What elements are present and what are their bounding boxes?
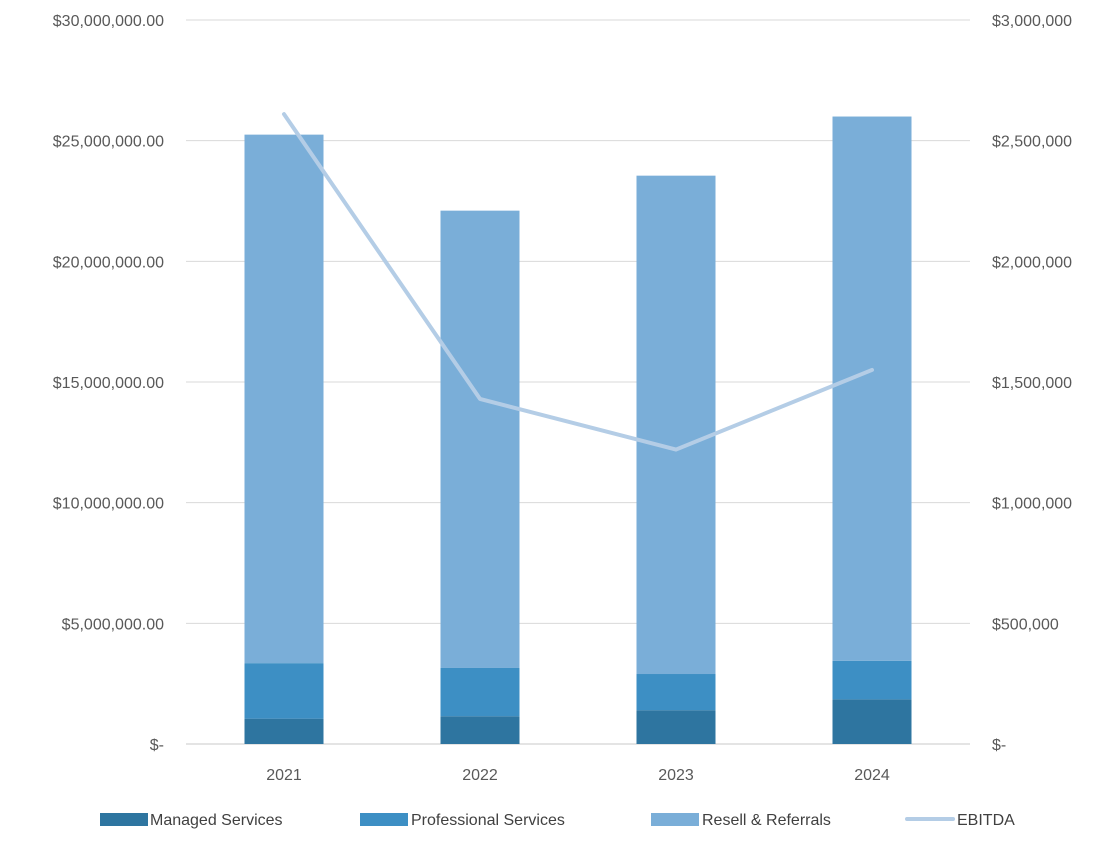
bar-resell-referrals-2023 [636,175,716,675]
right-axis-tick-label: $1,500,000 [992,375,1072,392]
bar-resell-referrals-2022 [440,210,520,668]
left-axis-tick-labels: $- $5,000,000.00 $10,000,000.00 $15,000,000… [53,13,164,754]
bar-resell-referrals-2024 [832,116,912,661]
legend-label-professional-services: Professional Services [411,812,565,829]
legend-label-ebitda: EBITDA [957,812,1015,829]
x-axis-tick-label: 2021 [266,767,302,784]
x-axis-tick-labels: 2021 2022 2023 2024 [266,767,890,784]
bar-managed-services-2023 [636,710,716,744]
right-axis-tick-label: $- [992,737,1006,754]
legend-swatch-managed-services [100,813,148,826]
left-axis-tick-label: $10,000,000.00 [53,496,164,513]
bar-managed-services-2021 [244,718,324,744]
right-axis-tick-label: $2,500,000 [992,134,1072,151]
x-axis-tick-label: 2024 [854,767,890,784]
bar-professional-services-2022 [440,667,520,717]
bar-managed-services-2022 [440,716,520,744]
line-ebitda [282,112,874,452]
bar-professional-services-2023 [636,674,716,711]
legend-swatch-professional-services [360,813,408,826]
right-axis-tick-label: $3,000,000 [992,13,1072,30]
bar-resell-referrals-2021 [244,134,324,664]
bar-managed-services-2024 [832,699,912,744]
left-axis-tick-label: $15,000,000.00 [53,375,164,392]
right-axis-tick-label: $1,000,000 [992,496,1072,513]
bar-professional-services-2021 [244,663,324,719]
legend: Managed Services Professional Services Res… [100,812,1015,829]
ebitda-line-layer [282,112,874,452]
left-axis-tick-label: $30,000,000.00 [53,13,164,30]
left-axis-tick-label: $25,000,000.00 [53,134,164,151]
right-axis-tick-labels: $- $500,000 $1,000,000 $1,500,000 $2,000,000… [992,13,1072,754]
right-axis-tick-label: $2,000,000 [992,254,1072,271]
legend-label-managed-services: Managed Services [150,812,283,829]
x-axis-tick-label: 2022 [462,767,498,784]
bar-professional-services-2024 [832,660,912,700]
legend-label-resell-referrals: Resell & Referrals [702,812,831,829]
left-axis-tick-label: $20,000,000.00 [53,254,164,271]
bars [244,116,912,744]
x-axis-tick-label: 2023 [658,767,694,784]
left-axis-tick-label: $- [150,737,164,754]
legend-swatch-resell-referrals [651,813,699,826]
right-axis-tick-label: $500,000 [992,616,1059,633]
left-axis-tick-label: $5,000,000.00 [62,616,164,633]
